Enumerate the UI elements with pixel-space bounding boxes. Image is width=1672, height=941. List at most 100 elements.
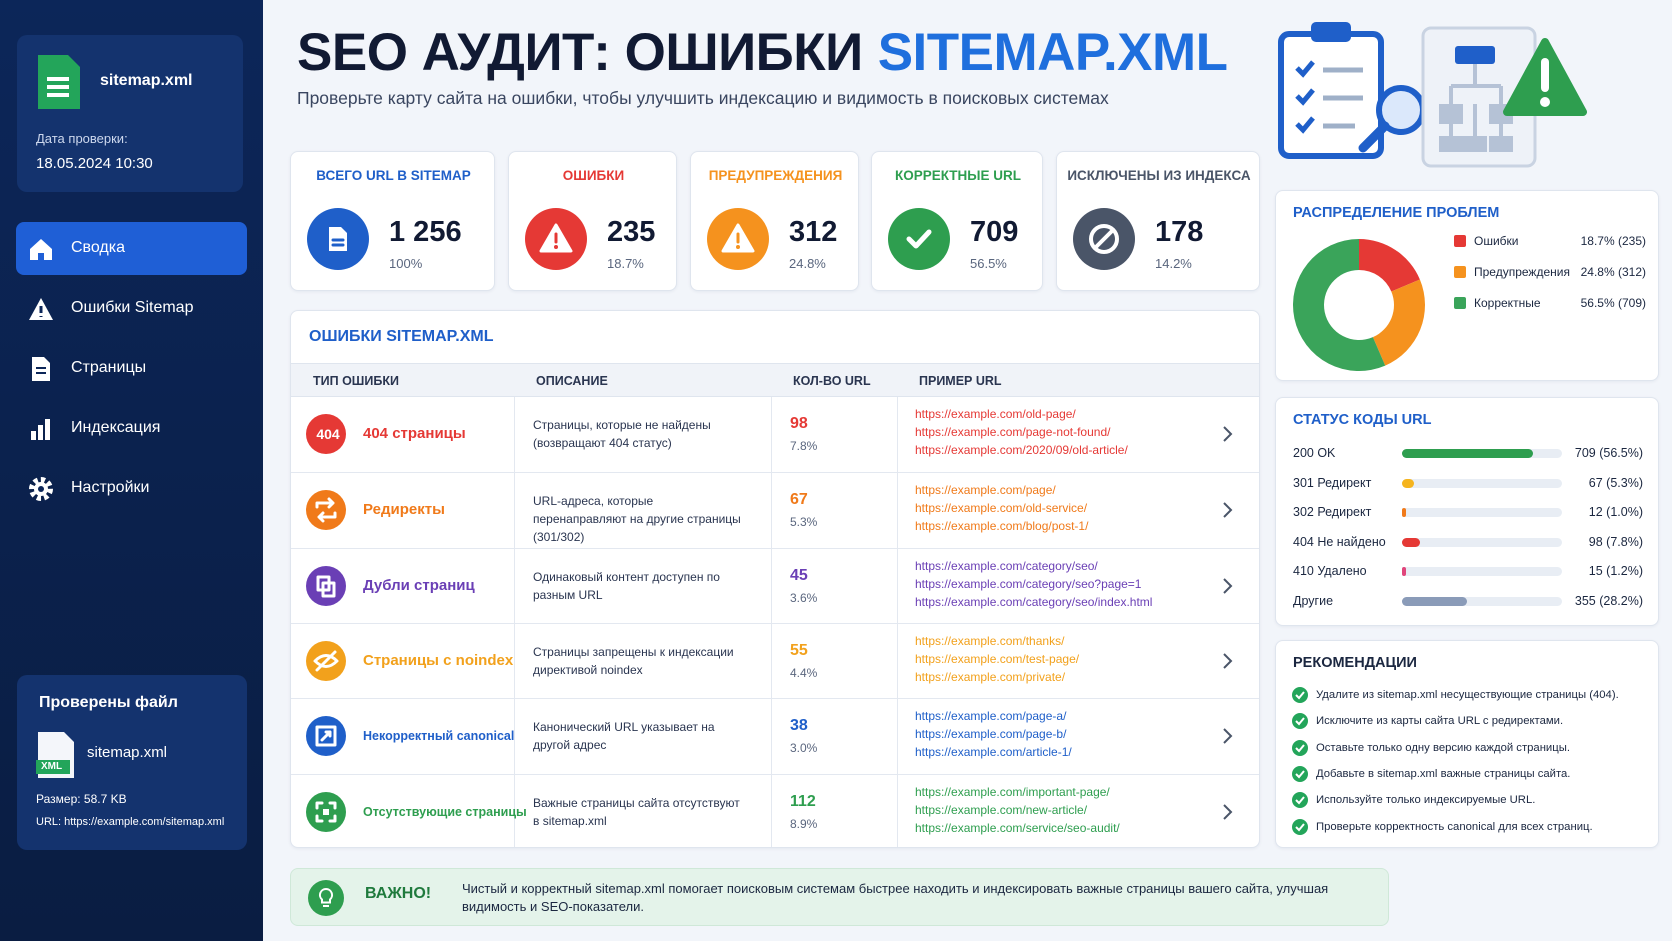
row-icon-text: 404 bbox=[316, 426, 340, 442]
error-description: Важные страницы сайта отсутствуют в site… bbox=[533, 795, 740, 828]
error-count: 67 bbox=[790, 491, 808, 509]
donut-segment bbox=[1372, 279, 1425, 366]
row-chevron[interactable] bbox=[1221, 727, 1235, 745]
file-icon bbox=[38, 55, 80, 109]
card-share: 56.5% bbox=[970, 256, 1007, 271]
card-share: 14.2% bbox=[1155, 256, 1192, 271]
card-icon bbox=[1073, 208, 1135, 270]
notice-banner: ВАЖНО! Чистый и корректный sitemap.xml по… bbox=[290, 868, 1389, 926]
status-value: 355 (28.2%) bbox=[1574, 593, 1643, 608]
nav-label: Индексация bbox=[71, 419, 161, 436]
nav-label: Сводка bbox=[71, 239, 126, 256]
card-share: 24.8% bbox=[789, 256, 826, 271]
status-track bbox=[1402, 478, 1562, 488]
icon-circle bbox=[308, 880, 344, 916]
column-divider bbox=[771, 774, 772, 847]
row-chevron[interactable] bbox=[1221, 425, 1235, 443]
file-size: Размер: 58.7 KB bbox=[36, 792, 127, 806]
checked-file-title: Проверены файл bbox=[39, 694, 178, 711]
column-header: КОЛ-ВО URL bbox=[793, 374, 871, 388]
notice-title: ВАЖНО! bbox=[365, 885, 432, 902]
example-url: https://example.com/category/seo/index.h… bbox=[915, 594, 1153, 609]
file-url: URL: https://example.com/sitemap.xml bbox=[36, 816, 225, 828]
chevron bbox=[1223, 803, 1233, 820]
icon-glyph bbox=[1295, 743, 1305, 753]
errors-table: ОШИБКИ SITEMAP.XML ТИП ОШИБКИ ОПИСАНИЕ КОЛ-… bbox=[290, 310, 1260, 848]
nav-label: Страницы bbox=[71, 359, 147, 376]
check-date: 18.05.2024 10:30 bbox=[36, 155, 153, 172]
nav-label: Ошибки Sitemap bbox=[71, 299, 194, 316]
icon-glyph bbox=[36, 367, 46, 374]
icon-glyph bbox=[321, 581, 336, 598]
nav-icon bbox=[32, 357, 50, 381]
row-chevron[interactable] bbox=[1221, 652, 1235, 670]
card-value: 235 bbox=[607, 216, 656, 248]
legend-swatch bbox=[1454, 235, 1466, 247]
card-label: КОРРЕКТНЫЕ URL bbox=[894, 168, 1022, 183]
file-shape bbox=[38, 55, 80, 109]
table-title: ОШИБКИ SITEMAP.XML bbox=[309, 328, 494, 345]
status-value: 67 (5.3%) bbox=[1588, 475, 1643, 490]
example-url: https://example.com/blog/post-1/ bbox=[915, 519, 1089, 534]
example-url: https://example.com/page-a/ bbox=[915, 709, 1067, 724]
checked-file-name: sitemap.xml bbox=[87, 744, 168, 761]
card-share: 18.7% bbox=[607, 256, 644, 271]
card-label: ИСКЛЮЧЕНЫ ИЗ ИНДЕКСА bbox=[1067, 168, 1251, 183]
nav-item[interactable]: Настройки bbox=[16, 462, 247, 515]
column-divider bbox=[771, 699, 772, 775]
error-type: Отсутствующие страницы bbox=[363, 804, 527, 819]
check-icon bbox=[1292, 792, 1308, 809]
icon-glyph bbox=[315, 725, 337, 747]
stat-card: ВСЕГО URL В SITEMAP 1 256 100% bbox=[290, 151, 495, 291]
nav-item[interactable]: Страницы bbox=[16, 342, 247, 395]
nav-item[interactable]: Сводка bbox=[16, 222, 247, 275]
nav-item[interactable]: Ошибки Sitemap bbox=[16, 282, 247, 335]
error-share: 3.6% bbox=[790, 590, 818, 605]
status-value: 12 (1.0%) bbox=[1588, 505, 1643, 519]
error-type: 404 страницы bbox=[363, 425, 466, 442]
status-title: СТАТУС КОДЫ URL bbox=[1293, 412, 1432, 428]
icon-circle bbox=[1292, 687, 1308, 703]
error-count: 38 bbox=[790, 717, 808, 735]
error-description: Канонический URL указывает на другой адр… bbox=[533, 720, 715, 753]
card-label: ОШИБКИ bbox=[562, 168, 625, 183]
checked-file-card: Проверены файл XML sitemap.xml Размер: 58.7… bbox=[17, 675, 247, 850]
row-chevron[interactable] bbox=[1221, 577, 1235, 595]
nav-icon bbox=[30, 239, 52, 260]
donut bbox=[1293, 239, 1425, 371]
donut-segment bbox=[1359, 239, 1420, 292]
icon-glyph bbox=[29, 477, 53, 501]
error-type: Страницы с noindex bbox=[363, 651, 514, 669]
icon-glyph bbox=[315, 801, 337, 822]
nav-item[interactable]: Индексация bbox=[16, 402, 247, 455]
card-icon bbox=[307, 208, 369, 270]
error-count: 112 bbox=[790, 792, 816, 810]
page-subtitle: Проверьте карту сайта на ошибки, чтобы у… bbox=[297, 88, 1109, 108]
xml-icon bbox=[36, 732, 74, 778]
icon-glyph bbox=[906, 229, 932, 249]
status-bar bbox=[1402, 596, 1468, 606]
sidebar: sitemap.xml Дата проверки: 18.05.2024 10:3… bbox=[0, 0, 263, 941]
column-divider bbox=[897, 699, 898, 775]
row-icon bbox=[306, 565, 346, 606]
column-divider bbox=[514, 623, 515, 700]
status-track bbox=[1402, 596, 1562, 606]
icon-glyph bbox=[1295, 796, 1305, 805]
row-chevron[interactable] bbox=[1221, 803, 1235, 821]
error-type: Дубли страниц bbox=[363, 576, 475, 594]
check-icon bbox=[1292, 818, 1308, 835]
table-row: Некорректный canonical Канонический URL у… bbox=[291, 698, 1259, 775]
icon-glyph bbox=[1295, 822, 1305, 831]
nav-icon bbox=[31, 419, 50, 440]
title-accent: SITEMAP.XML bbox=[877, 23, 1228, 82]
status-panel: СТАТУС КОДЫ URL 200 OK 709 (56.5%) 301 Реди… bbox=[1275, 397, 1659, 626]
stat-card: ПРЕДУПРЕЖДЕНИЯ 312 24.8% bbox=[690, 151, 859, 291]
row-chevron[interactable] bbox=[1221, 501, 1235, 519]
error-share: 3.0% bbox=[790, 741, 818, 756]
recommendations-title: РЕКОМЕНДАЦИИ bbox=[1293, 655, 1417, 671]
status-value: 709 (56.5%) bbox=[1574, 446, 1643, 460]
column-divider bbox=[514, 397, 515, 473]
legend-swatch bbox=[1454, 297, 1466, 309]
error-count: 55 bbox=[790, 641, 808, 659]
